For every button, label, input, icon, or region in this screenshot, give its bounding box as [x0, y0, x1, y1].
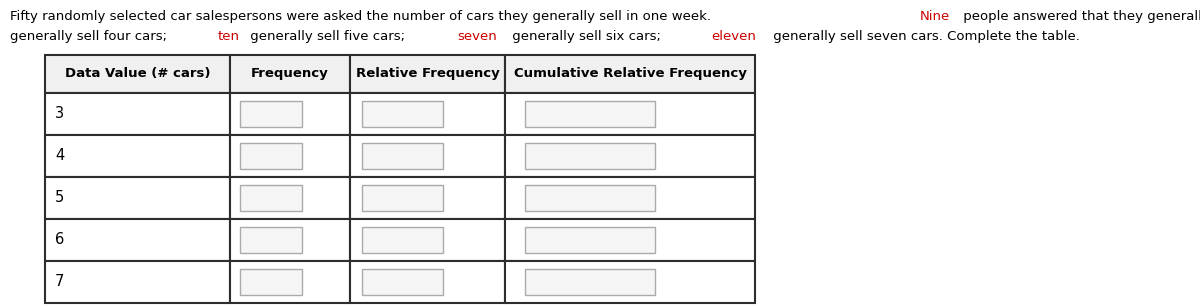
Bar	[240, 143, 302, 169]
Bar	[46, 261, 230, 303]
Bar	[350, 93, 505, 135]
Bar	[505, 219, 755, 261]
Bar	[240, 101, 302, 126]
Text: 4: 4	[55, 149, 65, 164]
Bar	[505, 177, 755, 219]
Bar	[230, 55, 350, 93]
Text: generally sell five cars;: generally sell five cars;	[246, 30, 409, 43]
Bar	[240, 270, 302, 295]
Bar	[230, 177, 350, 219]
Text: generally sell four cars;: generally sell four cars;	[10, 30, 172, 43]
Bar	[362, 101, 443, 126]
Bar	[240, 185, 302, 211]
Bar	[230, 261, 350, 303]
Text: generally sell six cars;: generally sell six cars;	[509, 30, 666, 43]
Text: Data Value (# cars): Data Value (# cars)	[65, 68, 210, 80]
Bar	[230, 93, 350, 135]
Bar	[362, 185, 443, 211]
Bar	[362, 227, 443, 253]
Text: 3: 3	[55, 107, 64, 122]
Text: Relative Frequency: Relative Frequency	[355, 68, 499, 80]
Text: 7: 7	[55, 274, 65, 290]
Text: Frequency: Frequency	[251, 68, 329, 80]
Text: seven: seven	[457, 30, 497, 43]
Bar	[350, 135, 505, 177]
Text: people answered that they generally sell three cars;: people answered that they generally sell…	[959, 10, 1200, 23]
Bar	[526, 227, 655, 253]
Bar	[350, 261, 505, 303]
Bar	[240, 227, 302, 253]
Bar	[505, 55, 755, 93]
Bar	[526, 185, 655, 211]
Text: Cumulative Relative Frequency: Cumulative Relative Frequency	[514, 68, 746, 80]
Bar	[505, 135, 755, 177]
Bar	[46, 219, 230, 261]
Bar	[46, 93, 230, 135]
Bar	[505, 261, 755, 303]
Bar	[230, 135, 350, 177]
Bar	[526, 270, 655, 295]
Bar	[505, 93, 755, 135]
Bar	[350, 219, 505, 261]
Bar	[46, 55, 230, 93]
Bar	[362, 270, 443, 295]
Text: 5: 5	[55, 191, 65, 205]
Bar	[46, 177, 230, 219]
Text: Fifty randomly selected car salespersons were asked the number of cars they gene: Fifty randomly selected car salespersons…	[10, 10, 715, 23]
Text: generally sell seven cars. Complete the table.: generally sell seven cars. Complete the …	[769, 30, 1080, 43]
Text: ten: ten	[218, 30, 240, 43]
Text: Nine: Nine	[920, 10, 950, 23]
Bar	[350, 55, 505, 93]
Bar	[46, 135, 230, 177]
Bar	[526, 101, 655, 126]
Text: 6: 6	[55, 232, 65, 247]
Bar	[526, 143, 655, 169]
Text: eleven: eleven	[712, 30, 756, 43]
Bar	[362, 143, 443, 169]
Bar	[230, 219, 350, 261]
Bar	[350, 177, 505, 219]
